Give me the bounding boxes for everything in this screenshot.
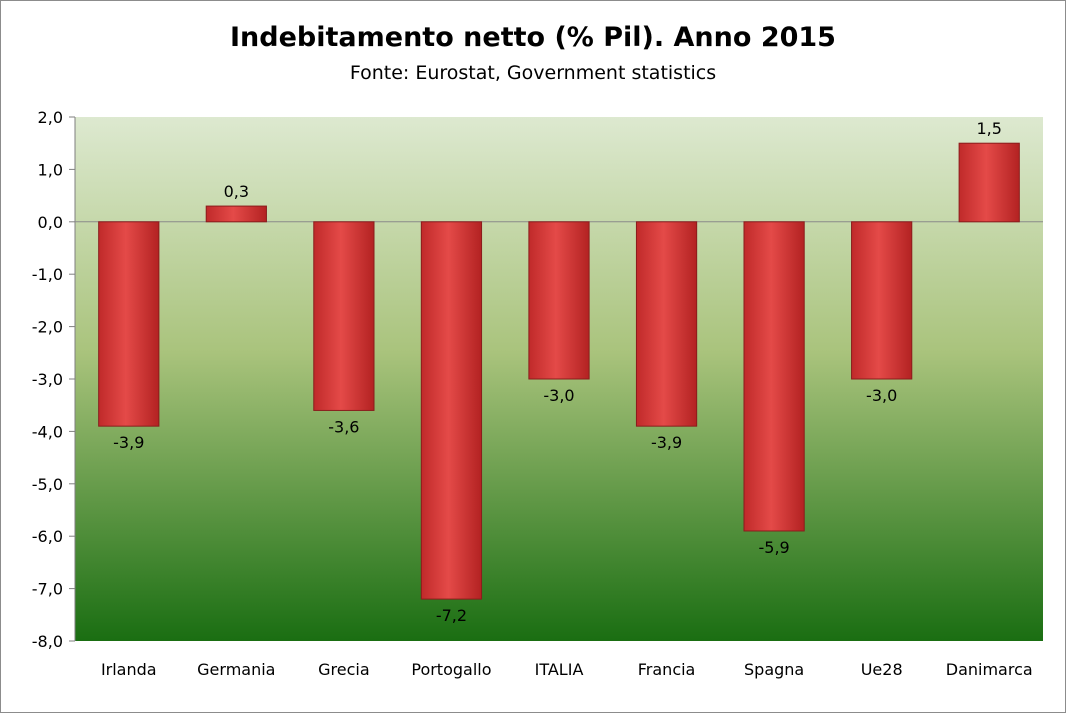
bar-danimarca — [958, 142, 1020, 223]
x-tick-label: Portogallo — [411, 660, 491, 679]
y-tick-label: -5,0 — [32, 475, 63, 494]
bar-portogallo — [420, 221, 483, 600]
bar-ue28 — [851, 221, 913, 380]
y-tick-label: -7,0 — [32, 580, 63, 599]
x-tick-label: Danimarca — [946, 660, 1033, 679]
x-tick-label: Ue28 — [861, 660, 903, 679]
y-tick-label: 2,0 — [38, 108, 63, 127]
bar-irlanda — [98, 221, 160, 427]
bar-germania — [205, 205, 267, 223]
y-tick-label: -3,0 — [32, 370, 63, 389]
bar-francia — [635, 221, 698, 427]
x-tick-label: Irlanda — [101, 660, 157, 679]
bar-grecia — [313, 221, 375, 411]
bar-italia — [528, 221, 590, 380]
data-labels: -3,9 0,3 -3,6 -7,2 -3,0 -3,9 -5,9 -3,0 1,5 — [113, 119, 1002, 625]
y-tick-label: -2,0 — [32, 318, 63, 337]
x-tick-label: Francia — [638, 660, 696, 679]
y-tick-label: 0,0 — [38, 213, 63, 232]
y-tick-label: 1,0 — [38, 160, 63, 179]
y-tick-label: -4,0 — [32, 422, 63, 441]
data-label: -5,9 — [759, 538, 790, 557]
data-label: -3,9 — [651, 433, 682, 452]
y-tick-label: -1,0 — [32, 265, 63, 284]
data-label: 1,5 — [976, 119, 1001, 138]
x-tick-label: ITALIA — [535, 660, 584, 679]
x-tick-label: Germania — [197, 660, 275, 679]
data-label: -3,0 — [543, 386, 574, 405]
data-label: -3,0 — [866, 386, 897, 405]
x-tick-label: Spagna — [744, 660, 804, 679]
data-label: 0,3 — [224, 182, 249, 201]
bar-spagna — [743, 221, 805, 532]
y-axis: 2,0 1,0 0,0 -1,0 -2,0 -3,0 -4,0 -5,0 -6,0 -7,0 -8,… — [32, 108, 1043, 651]
y-tick-label: -6,0 — [32, 527, 63, 546]
x-tick-label: Grecia — [318, 660, 370, 679]
data-label: -7,2 — [436, 606, 467, 625]
data-label: -3,6 — [328, 417, 359, 436]
bars — [98, 142, 1020, 600]
y-tick-label: -8,0 — [32, 632, 63, 651]
data-label: -3,9 — [113, 433, 144, 452]
chart-subtitle: Fonte: Eurostat, Government statistics — [349, 62, 717, 84]
x-axis: Irlanda Germania Grecia Portogallo ITALIA Fra… — [101, 660, 1033, 679]
chart-title: Indebitamento netto (% Pil). Anno 2015 — [230, 22, 836, 53]
